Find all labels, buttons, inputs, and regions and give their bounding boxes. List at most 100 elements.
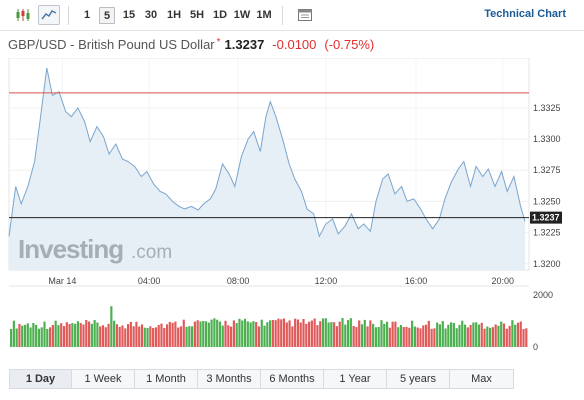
- volume-bar: [246, 321, 249, 347]
- volume-bar: [458, 324, 461, 347]
- volume-bar: [126, 324, 130, 347]
- instrument-name: GBP/USD - British Pound US Dollar: [8, 37, 215, 52]
- volume-bar: [179, 326, 183, 347]
- volume-bar: [255, 322, 258, 347]
- volume-bar: [149, 326, 152, 347]
- timeframe-5[interactable]: 5: [99, 7, 115, 24]
- timeframe-5h[interactable]: 5H: [189, 9, 205, 21]
- volume-bar: [438, 324, 442, 347]
- volume-bar: [110, 306, 113, 347]
- volume-bar: [113, 320, 116, 347]
- technical-chart-link[interactable]: Technical Chart: [484, 8, 566, 20]
- volume-bar: [243, 318, 247, 347]
- volume-bar: [185, 326, 188, 347]
- timeframe-1d[interactable]: 1D: [212, 9, 228, 21]
- volume-bar: [508, 325, 511, 347]
- timeframe-1[interactable]: 1: [83, 9, 91, 21]
- volume-bar: [241, 320, 244, 347]
- volume-bar: [57, 325, 60, 347]
- volume-bar: [419, 328, 422, 347]
- volume-bar: [338, 321, 341, 347]
- volume-bar: [511, 320, 514, 347]
- x-tick-label: 16:00: [405, 276, 428, 286]
- volume-bar: [427, 320, 430, 347]
- volume-bar: [335, 326, 339, 347]
- delay-star-icon: *: [216, 37, 221, 48]
- volume-bar: [341, 318, 344, 347]
- volume-bar: [330, 322, 333, 347]
- volume-tick-max: 2000: [533, 290, 553, 300]
- volume-bar: [87, 321, 91, 347]
- period-1-year[interactable]: 1 Year: [324, 370, 387, 388]
- volume-bar: [48, 327, 52, 347]
- volume-bar: [60, 323, 63, 347]
- x-tick-label: Mar 14: [48, 276, 76, 286]
- y-tick-label: 1.3225: [533, 228, 561, 238]
- volume-bar: [397, 327, 400, 347]
- volume-bar: [324, 318, 327, 347]
- volume-bar: [238, 318, 241, 347]
- timeframe-1w[interactable]: 1W: [233, 9, 251, 21]
- period-max[interactable]: Max: [471, 373, 492, 385]
- current-price-value: 1.3237: [532, 213, 560, 223]
- volume-bar: [257, 326, 261, 347]
- volume-bar: [224, 320, 227, 347]
- volume-bar: [46, 329, 49, 347]
- volume-bar: [10, 329, 13, 347]
- timeframe-1m[interactable]: 1M: [256, 9, 272, 21]
- timeframe-30[interactable]: 30: [144, 9, 158, 21]
- period-1-day[interactable]: 1 Day: [10, 370, 72, 388]
- volume-bar: [296, 319, 300, 347]
- timeframe-1h[interactable]: 1H: [166, 9, 182, 21]
- volume-bar: [193, 321, 196, 347]
- volume-bar: [85, 320, 88, 347]
- volume-bar: [21, 325, 24, 347]
- volume-bar: [218, 321, 222, 347]
- volume-bar: [399, 325, 403, 347]
- volume-bar: [430, 328, 433, 347]
- volume-bar: [497, 325, 500, 347]
- volume-bar: [93, 320, 96, 347]
- timeframe-15[interactable]: 15: [122, 9, 136, 21]
- volume-bar: [121, 325, 124, 347]
- area-chart-icon[interactable]: [38, 5, 60, 25]
- volume-bar: [307, 321, 311, 347]
- volume-bar: [157, 325, 160, 347]
- price-change: -0.0100: [272, 37, 317, 52]
- volume-bar: [402, 327, 405, 347]
- volume-bar: [502, 323, 506, 347]
- volume-bar: [146, 328, 149, 347]
- volume-bar: [383, 323, 386, 347]
- volume-bar: [494, 324, 497, 347]
- volume-bar: [505, 328, 508, 347]
- period-1-week[interactable]: 1 Week: [72, 370, 135, 388]
- volume-bar: [249, 322, 252, 347]
- volume-bar: [152, 328, 155, 347]
- volume-bar: [65, 322, 68, 347]
- volume-bar: [51, 325, 54, 347]
- period-5-years[interactable]: 5 years: [387, 370, 450, 388]
- volume-bar: [96, 322, 99, 347]
- current-price-box: [530, 211, 562, 224]
- price-chart[interactable]: Investing .com 1.33251.33001.32751.32501…: [0, 58, 584, 366]
- period-6-months[interactable]: 6 Months: [261, 370, 324, 388]
- volume-bar: [519, 321, 522, 347]
- volume-bar: [352, 326, 355, 347]
- period-1-month[interactable]: 1 Month: [135, 370, 198, 388]
- volume-bar: [405, 326, 408, 347]
- volume-bar: [26, 323, 29, 347]
- volume-bar: [104, 327, 107, 347]
- volume-bar: [76, 321, 80, 347]
- period-3-months[interactable]: 3 Months: [198, 370, 261, 388]
- volume-bar: [483, 328, 486, 347]
- volume-bar: [380, 320, 383, 347]
- volume-bar: [107, 323, 110, 347]
- volume-bar: [491, 327, 494, 347]
- volume-bar: [101, 325, 105, 347]
- volume-bar: [266, 322, 269, 347]
- candlestick-icon[interactable]: [12, 5, 34, 25]
- calendar-icon[interactable]: [294, 5, 316, 25]
- volume-bar: [168, 322, 171, 347]
- volume-bar: [82, 324, 85, 347]
- volume-bar: [450, 322, 453, 347]
